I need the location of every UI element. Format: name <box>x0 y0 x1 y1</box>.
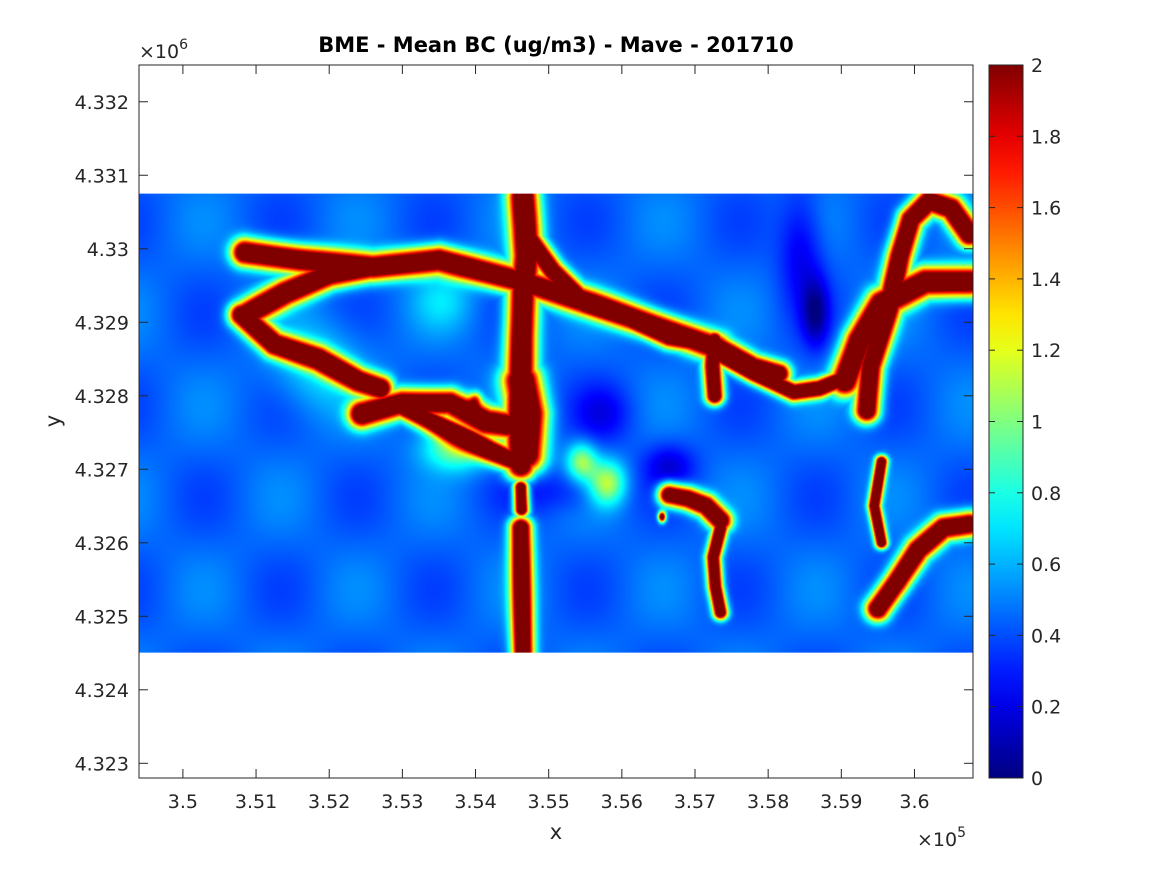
x-axis: 3.5 3.51 3.52 3.53 3.54 3.55 3.56 3.57 3.58 3.59 3… <box>168 65 930 813</box>
y-tick-label: 4.332 <box>75 92 129 114</box>
heatmap-image <box>139 193 973 653</box>
colorbar-tick-label: 0.6 <box>1031 554 1061 576</box>
colorbar-tick-label: 1 <box>1031 412 1043 434</box>
colorbar-tick-label: 0.4 <box>1031 625 1061 647</box>
x-multiplier-exponent: 5 <box>957 825 966 841</box>
y-multiplier-base: ×10 <box>139 41 179 63</box>
x-axis-label: x <box>550 820 562 844</box>
x-tick-label: 3.56 <box>601 791 643 813</box>
x-tick-label: 3.58 <box>747 791 789 813</box>
y-tick-label: 4.323 <box>75 753 129 775</box>
y-tick-label: 4.329 <box>75 312 129 334</box>
x-tick-label: 3.52 <box>308 791 350 813</box>
colorbar-tick-label: 1.8 <box>1031 126 1061 148</box>
x-tick-label: 3.55 <box>528 791 570 813</box>
y-tick-label: 4.324 <box>75 680 129 702</box>
colorbar-tick-label: 0.8 <box>1031 483 1061 505</box>
colorbar-tick-label: 2 <box>1031 55 1043 77</box>
colorbar-tick-label: 1.6 <box>1031 198 1061 220</box>
y-axis-multiplier: ×106 <box>139 37 188 63</box>
y-axis-label: y <box>41 415 65 427</box>
x-tick-label: 3.59 <box>820 791 862 813</box>
heatmap <box>139 193 973 653</box>
colorbar-axis: 0 0.2 0.4 0.6 0.8 1 1.2 1.4 1.6 1.8 2 <box>989 55 1061 790</box>
y-tick-label: 4.326 <box>75 533 129 555</box>
y-tick-label: 4.325 <box>75 606 129 628</box>
y-tick-label: 4.328 <box>75 386 129 408</box>
x-tick-label: 3.57 <box>674 791 716 813</box>
x-multiplier-base: ×10 <box>917 829 957 851</box>
colorbar-tick-label: 0 <box>1031 768 1043 790</box>
colorbar-tick-label: 1.4 <box>1031 269 1061 291</box>
colorbar-tick-label: 0.2 <box>1031 697 1061 719</box>
x-axis-multiplier: ×105 <box>917 825 966 851</box>
y-tick-label: 4.331 <box>75 165 129 187</box>
y-axis: 4.323 4.324 4.325 4.326 4.327 4.328 4.329 4.33 4… <box>75 92 973 775</box>
colorbar-tick-label: 1.2 <box>1031 340 1061 362</box>
y-multiplier-exponent: 6 <box>179 37 188 53</box>
plot-frame <box>138 64 974 779</box>
x-tick-label: 3.6 <box>899 791 929 813</box>
chart-title: BME - Mean BC (ug/m3) - Mave - 201710 <box>318 33 794 57</box>
y-tick-label: 4.327 <box>75 459 129 481</box>
x-tick-label: 3.54 <box>454 791 496 813</box>
x-tick-label: 3.5 <box>168 791 198 813</box>
x-tick-label: 3.53 <box>381 791 423 813</box>
x-tick-label: 3.51 <box>235 791 277 813</box>
y-tick-label: 4.33 <box>87 239 129 261</box>
